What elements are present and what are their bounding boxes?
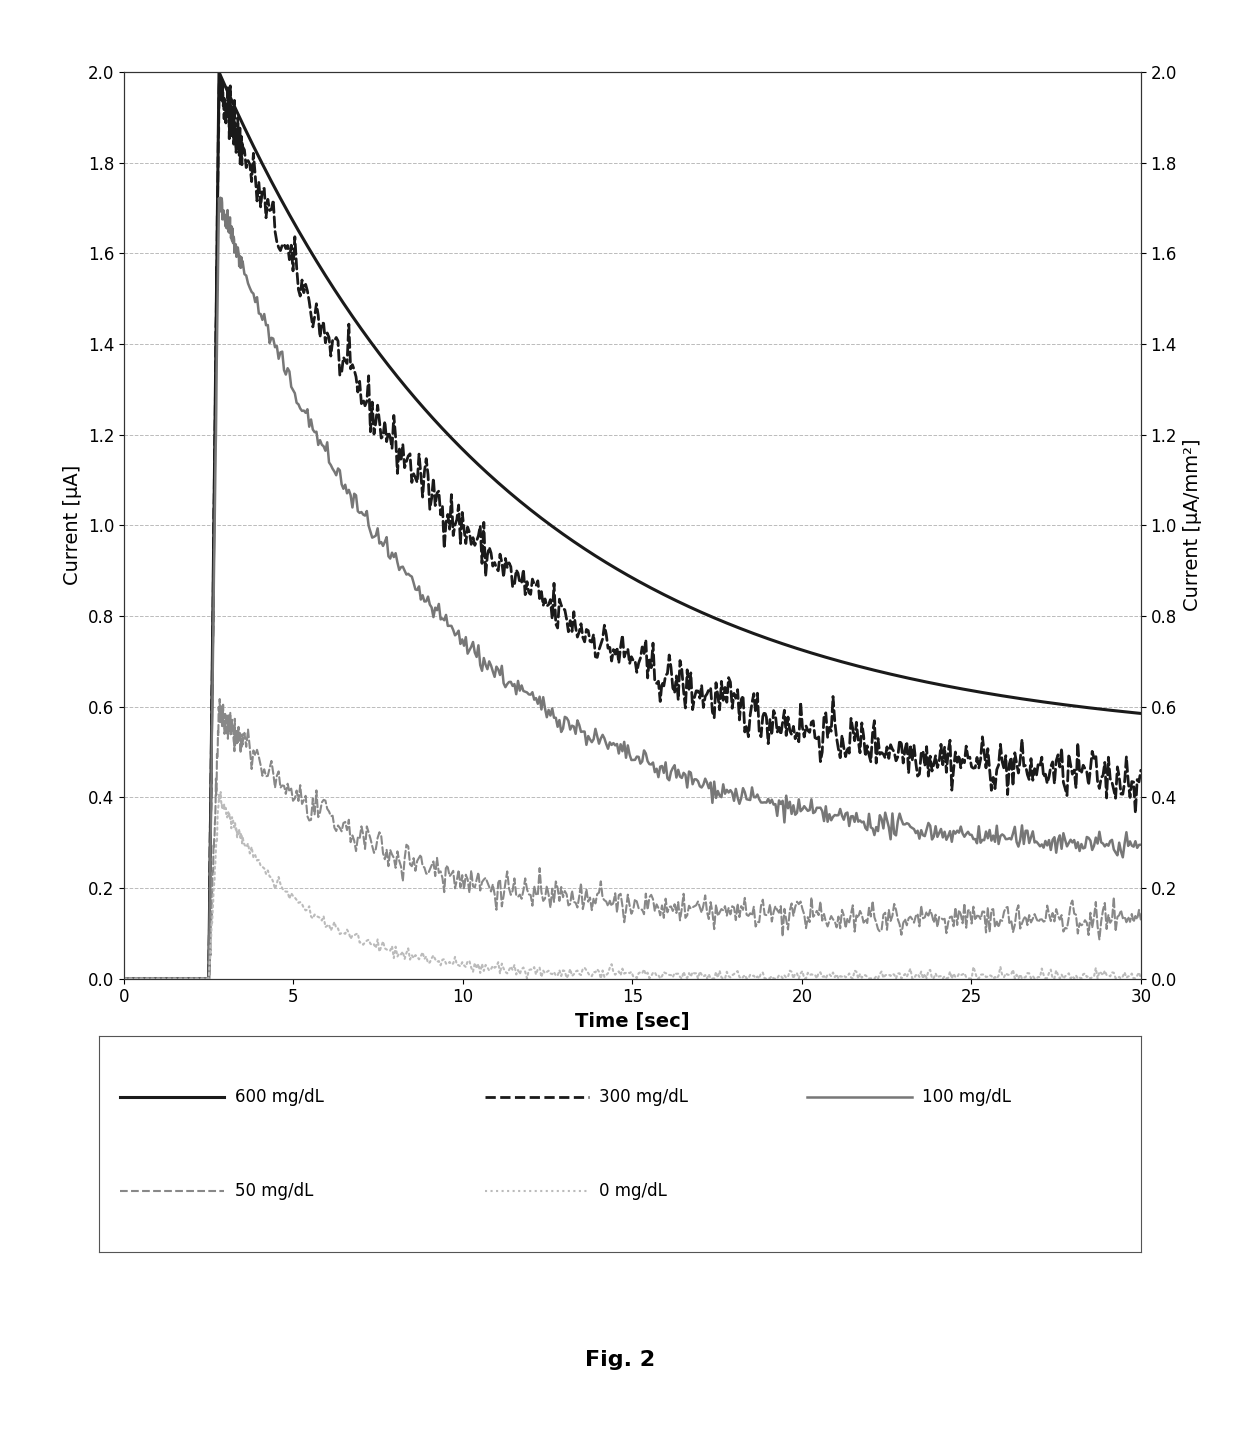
Text: 300 mg/dL: 300 mg/dL: [599, 1088, 688, 1105]
Y-axis label: Current [μA]: Current [μA]: [63, 465, 82, 586]
Text: 0 mg/dL: 0 mg/dL: [599, 1183, 667, 1200]
Text: 50 mg/dL: 50 mg/dL: [234, 1183, 312, 1200]
Text: 100 mg/dL: 100 mg/dL: [923, 1088, 1011, 1105]
Text: 600 mg/dL: 600 mg/dL: [234, 1088, 324, 1105]
Text: Fig. 2: Fig. 2: [585, 1350, 655, 1370]
Y-axis label: Current [μA/mm²]: Current [μA/mm²]: [1183, 439, 1202, 612]
X-axis label: Time [sec]: Time [sec]: [575, 1012, 689, 1030]
